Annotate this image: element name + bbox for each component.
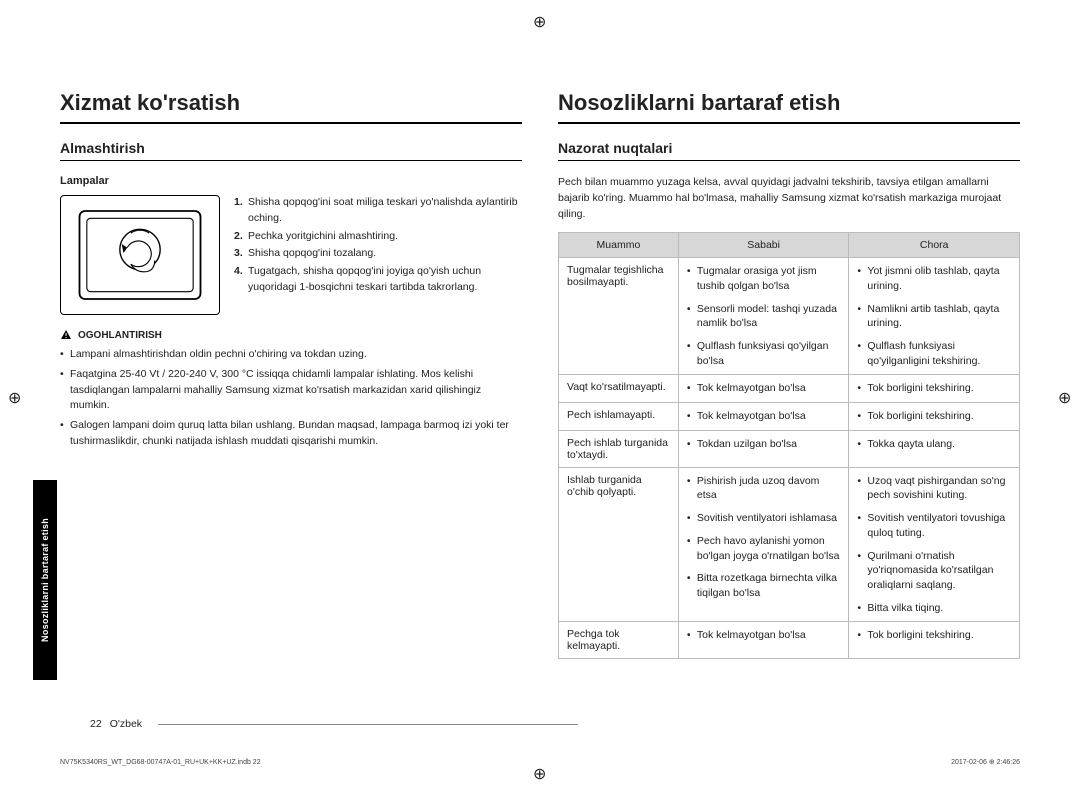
cause-item: Pishirish juda uzoq davom etsa xyxy=(687,474,841,503)
cause-item: Tugmalar orasiga yot jism tushib qolgan … xyxy=(687,264,841,293)
topic-label: Lampalar xyxy=(60,175,522,187)
troubleshoot-table: Muammo Sababi Chora Tugmalar tegishlicha… xyxy=(558,232,1020,659)
crop-mark-icon: ⊕ xyxy=(533,764,547,778)
right-column: Nosozliklarni bartaraf etish Nazorat nuq… xyxy=(558,90,1020,659)
print-meta-right: 2017-02-06 ⊕ 2:46:26 xyxy=(951,758,1020,766)
side-tab: Nosozliklarni bartaraf etish xyxy=(33,480,57,680)
cell-problem: Tugmalar tegishlicha bosilmayapti. xyxy=(559,258,679,375)
bullet-item: Galogen lampani doim quruq latta bilan u… xyxy=(60,418,522,450)
cause-item: Qulflash funksiyasi qo'yilgan bo'lsa xyxy=(687,339,841,368)
cell-action: Tok borligini tekshiring. xyxy=(849,622,1020,659)
table-header-row: Muammo Sababi Chora xyxy=(559,233,1020,258)
oven-lamp-icon xyxy=(65,200,215,310)
table-row: Pech ishlab turganida to'xtaydi. Tokdan u… xyxy=(559,430,1020,467)
action-item: Tokka qayta ulang. xyxy=(857,437,1011,452)
cell-cause: Tok kelmayotgan bo'lsa xyxy=(678,403,849,431)
table-row: Pech ishlamayapti. Tok kelmayotgan bo'lsa… xyxy=(559,403,1020,431)
heading-rule xyxy=(60,122,522,124)
cell-problem: Ishlab turganida o'chib qolyapti. xyxy=(559,467,679,622)
lamp-illustration xyxy=(60,195,220,315)
crop-mark-icon: ⊕ xyxy=(533,12,547,26)
cell-problem: Pech ishlab turganida to'xtaydi. xyxy=(559,430,679,467)
cause-item: Tokdan uzilgan bo'lsa xyxy=(687,437,841,452)
cell-action: Tok borligini tekshiring. xyxy=(849,403,1020,431)
crop-mark-icon: ⊕ xyxy=(1058,388,1072,402)
sub-rule xyxy=(558,160,1020,161)
cell-cause: Tokdan uzilgan bo'lsa xyxy=(678,430,849,467)
action-item: Uzoq vaqt pishirgandan so'ng pech sovish… xyxy=(857,474,1011,503)
step-text: Tugatgach, shisha qopqog'ini joyiga qo'y… xyxy=(248,265,481,293)
cell-problem: Vaqt ko'rsatilmayapti. xyxy=(559,375,679,403)
th-action: Chora xyxy=(849,233,1020,258)
cell-problem: Pechga tok kelmayapti. xyxy=(559,622,679,659)
page-language: O'zbek xyxy=(110,718,142,730)
heading-rule xyxy=(558,122,1020,124)
cell-cause: Tok kelmayotgan bo'lsa xyxy=(678,622,849,659)
table-row: Tugmalar tegishlicha bosilmayapti. Tugmal… xyxy=(559,258,1020,375)
step-item: 2.Pechka yoritgichini almashtiring. xyxy=(234,229,522,245)
sub-rule xyxy=(60,160,522,161)
cell-cause: Tugmalar orasiga yot jism tushib qolgan … xyxy=(678,258,849,375)
action-item: Bitta vilka tiqing. xyxy=(857,601,1011,616)
warning-heading: OGOHLANTIRISH xyxy=(60,329,522,341)
cell-cause: Pishirish juda uzoq davom etsa Sovitish v… xyxy=(678,467,849,622)
table-body: Tugmalar tegishlicha bosilmayapti. Tugmal… xyxy=(559,258,1020,659)
page-number: 22 xyxy=(90,718,102,730)
lamp-instruction-row: 1.Shisha qopqog'ini soat miliga teskari … xyxy=(60,195,522,315)
step-text: Pechka yoritgichini almashtiring. xyxy=(248,230,398,242)
warning-label: OGOHLANTIRISH xyxy=(78,330,162,341)
action-item: Tok borligini tekshiring. xyxy=(857,381,1011,396)
intro-text: Pech bilan muammo yuzaga kelsa, avval qu… xyxy=(558,175,1020,222)
bullet-item: Faqatgina 25-40 Vt / 220-240 V, 300 °C i… xyxy=(60,367,522,414)
left-column: Xizmat ko'rsatish Almashtirish Lampalar xyxy=(60,90,522,659)
cause-item: Sovitish ventilyatori ishlamasa xyxy=(687,511,841,526)
step-item: 3.Shisha qopqog'ini tozalang. xyxy=(234,246,522,262)
step-item: 1.Shisha qopqog'ini soat miliga teskari … xyxy=(234,195,522,227)
cell-action: Tok borligini tekshiring. xyxy=(849,375,1020,403)
cause-item: Tok kelmayotgan bo'lsa xyxy=(687,409,841,424)
table-row: Ishlab turganida o'chib qolyapti.Pishiri… xyxy=(559,467,1020,622)
step-text: Shisha qopqog'ini soat miliga teskari yo… xyxy=(248,196,518,224)
step-text: Shisha qopqog'ini tozalang. xyxy=(248,247,376,259)
bullet-item: Lampani almashtirishdan oldin pechni o'c… xyxy=(60,347,522,363)
th-problem: Muammo xyxy=(559,233,679,258)
action-item: Tok borligini tekshiring. xyxy=(857,409,1011,424)
cause-item: Sensorli model: tashqi yuzada namlik bo'… xyxy=(687,302,841,331)
action-item: Namlikni artib tashlab, qayta urining. xyxy=(857,302,1011,331)
action-item: Sovitish ventilyatori tovushiga quloq tu… xyxy=(857,511,1011,540)
section-heading: Nosozliklarni bartaraf etish xyxy=(558,90,1020,116)
footer-rule xyxy=(158,724,578,725)
cell-problem: Pech ishlamayapti. xyxy=(559,403,679,431)
page-footer: 22 O'zbek xyxy=(90,718,578,730)
content-columns: Xizmat ko'rsatish Almashtirish Lampalar xyxy=(60,90,1020,659)
table-row: Pechga tok kelmayapti. Tok kelmayotgan bo… xyxy=(559,622,1020,659)
action-item: Yot jismni olib tashlab, qayta urining. xyxy=(857,264,1011,293)
cause-item: Pech havo aylanishi yomon bo'lgan joyga … xyxy=(687,534,841,563)
cell-action: Uzoq vaqt pishirgandan so'ng pech sovish… xyxy=(849,467,1020,622)
action-item: Qurilmani o'rnatish yo'riqnomasida ko'rs… xyxy=(857,549,1011,593)
subsection-heading: Almashtirish xyxy=(60,140,522,156)
print-meta-left: NV75K5340RS_WT_DG68-00747A-01_RU+UK+KK+U… xyxy=(60,759,261,766)
side-tab-label: Nosozliklarni bartaraf etish xyxy=(40,518,50,642)
crop-mark-icon: ⊕ xyxy=(8,388,22,402)
instruction-steps: 1.Shisha qopqog'ini soat miliga teskari … xyxy=(234,195,522,315)
cause-item: Tok kelmayotgan bo'lsa xyxy=(687,381,841,396)
warning-icon xyxy=(60,329,72,341)
cause-item: Tok kelmayotgan bo'lsa xyxy=(687,628,841,643)
section-heading: Xizmat ko'rsatish xyxy=(60,90,522,116)
subsection-heading: Nazorat nuqtalari xyxy=(558,140,1020,156)
action-item: Tok borligini tekshiring. xyxy=(857,628,1011,643)
step-item: 4.Tugatgach, shisha qopqog'ini joyiga qo… xyxy=(234,264,522,296)
manual-page: ⊕ ⊕ ⊕ ⊕ Nosozliklarni bartaraf etish Xiz… xyxy=(0,0,1080,790)
table-row: Vaqt ko'rsatilmayapti. Tok kelmayotgan bo… xyxy=(559,375,1020,403)
cell-cause: Tok kelmayotgan bo'lsa xyxy=(678,375,849,403)
action-item: Qulflash funksiyasi qo'yilganligini teks… xyxy=(857,339,1011,368)
warning-bullets: Lampani almashtirishdan oldin pechni o'c… xyxy=(60,347,522,450)
cell-action: Yot jismni olib tashlab, qayta urining. N… xyxy=(849,258,1020,375)
th-cause: Sababi xyxy=(678,233,849,258)
cause-item: Bitta rozetkaga birnechta vilka tiqilgan… xyxy=(687,571,841,600)
cell-action: Tokka qayta ulang. xyxy=(849,430,1020,467)
